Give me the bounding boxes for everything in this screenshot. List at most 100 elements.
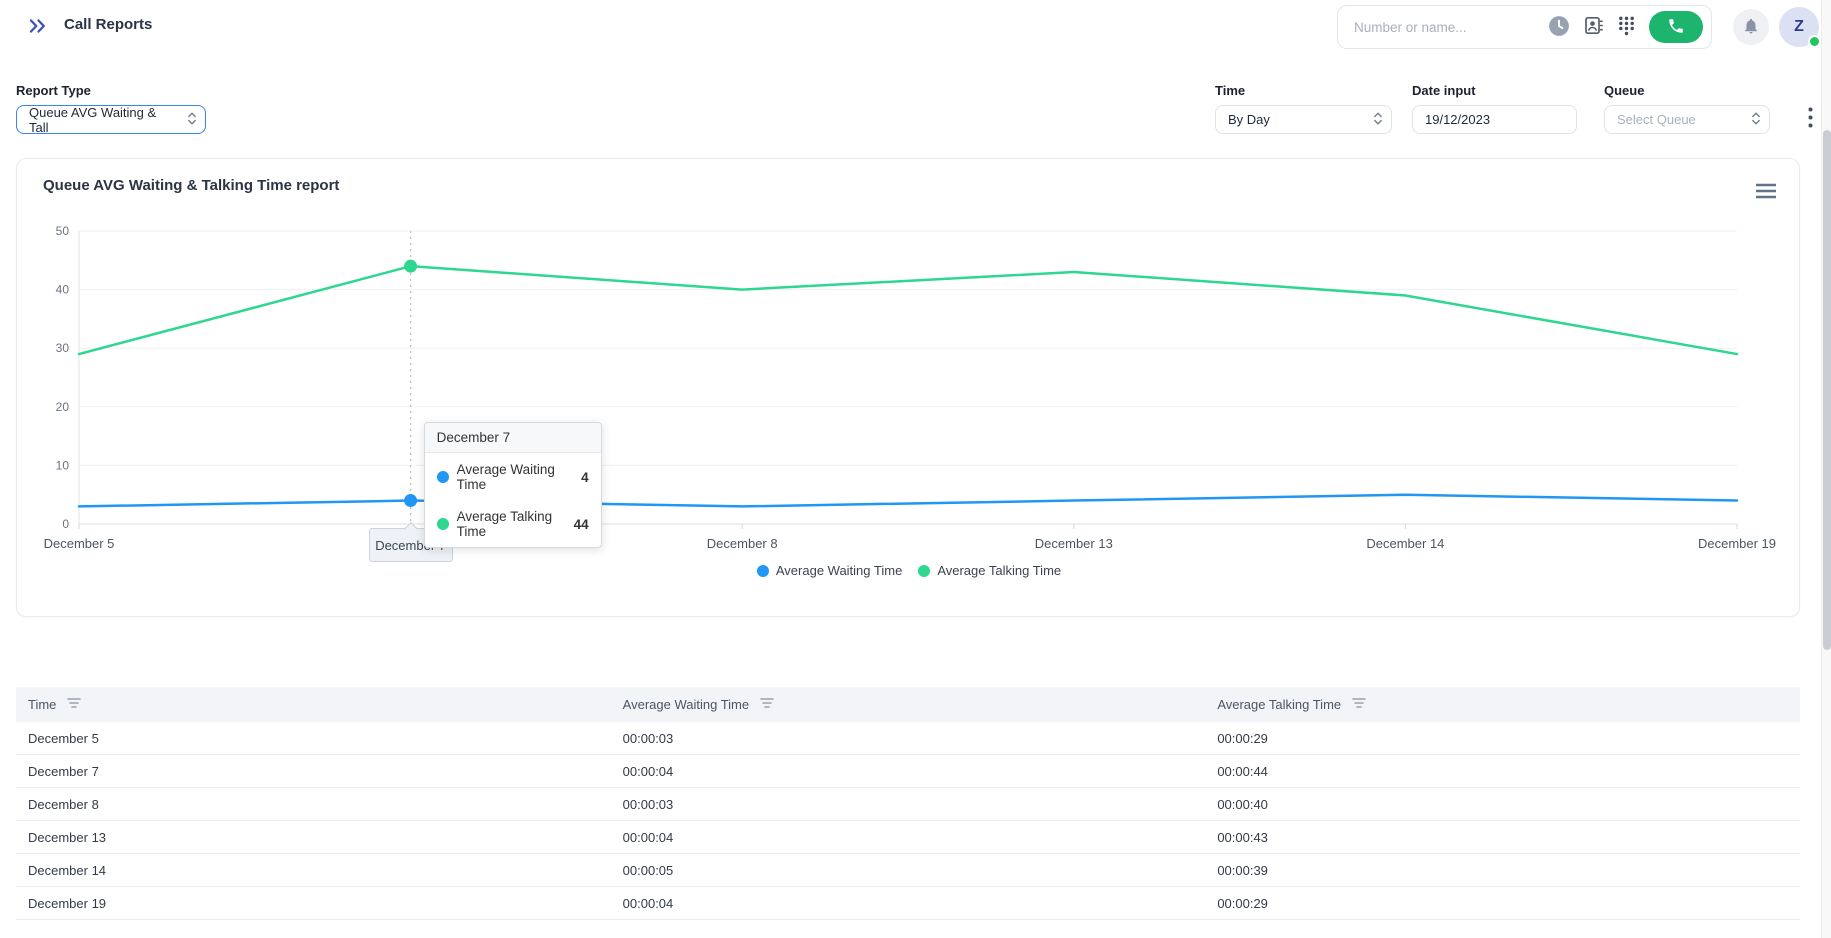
time-value: By Day (1228, 112, 1270, 127)
notifications-button[interactable] (1733, 9, 1769, 45)
table-cell: 00:00:39 (1217, 862, 1268, 878)
phone-icon (1667, 17, 1685, 38)
highlight-marker (404, 259, 418, 273)
tooltip-label: Average Talking Time (456, 509, 553, 539)
table-cell: 00:00:29 (1217, 895, 1268, 911)
kebab-icon (1808, 107, 1813, 131)
table-cell: December 5 (28, 730, 99, 746)
highlight-marker (404, 494, 418, 508)
avatar-initial: Z (1794, 18, 1804, 35)
chevrons-right-icon (28, 18, 47, 37)
table-cell: 00:00:03 (622, 796, 674, 812)
legend-item-average-waiting-time[interactable]: Average Waiting Time (756, 563, 903, 578)
scrollbar-thumb[interactable] (1823, 130, 1831, 650)
call-history-button[interactable] (1548, 15, 1570, 40)
filter-icon[interactable] (1352, 697, 1366, 712)
series-line-average-talking-time (77, 264, 1739, 356)
report-table: Time Average Waiting Time Average Talkin… (16, 687, 1800, 920)
line-chart: 0 10 20 30 40 50 December 5 December 8 December … (44, 224, 1776, 551)
y-axis-label: 30 (56, 341, 70, 355)
table-row: December 19 00:00:04 00:00:29 (16, 887, 1800, 920)
y-axis-label: 40 (56, 283, 70, 297)
report-type-select[interactable]: Queue AVG Waiting & Tall (16, 104, 206, 135)
dialer-search-input[interactable] (1354, 19, 1548, 35)
table-cell: 00:00:03 (622, 730, 674, 746)
column-label: Average Talking Time (1217, 697, 1342, 712)
column-header-time[interactable]: Time (16, 697, 611, 712)
tooltip-title: December 7 (424, 423, 601, 453)
tooltip-label: Average Waiting Time (456, 462, 555, 492)
filter-time: Time By Day (1215, 83, 1392, 134)
report-type-value: Queue AVG Waiting & Tall (29, 104, 157, 135)
vertical-scrollbar[interactable] (1821, 0, 1831, 938)
contacts-button[interactable] (1583, 15, 1604, 39)
table-cell: December 7 (28, 763, 99, 779)
chevron-updown-icon (1751, 110, 1761, 129)
y-axis-label: 20 (56, 400, 70, 414)
column-header-average-talking-time[interactable]: Average Talking Time (1205, 697, 1800, 712)
table-row: December 14 00:00:05 00:00:39 (16, 854, 1800, 887)
filter-queue: Queue Select Queue (1604, 83, 1770, 134)
series-line-average-waiting-time (77, 493, 1739, 508)
legend-label: Average Waiting Time (775, 563, 903, 578)
time-select[interactable]: By Day (1215, 105, 1392, 134)
y-axis-label: 0 (62, 517, 69, 531)
online-status-dot (1808, 35, 1821, 48)
date-input-label: Date input (1412, 83, 1476, 98)
bell-icon (1742, 17, 1760, 38)
hamburger-icon (1755, 183, 1777, 202)
table-header-row: Time Average Waiting Time Average Talkin… (16, 687, 1800, 722)
table-row: December 13 00:00:04 00:00:43 (16, 821, 1800, 854)
more-options-button[interactable] (1798, 104, 1822, 134)
table-cell: 00:00:40 (1217, 796, 1268, 812)
chart-card: Queue AVG Waiting & Talking Time report … (16, 158, 1800, 617)
queue-select[interactable]: Select Queue (1604, 105, 1770, 134)
chart-tooltip: December 7 Average Waiting Time 4 Averag… (423, 422, 602, 548)
tooltip-value: 44 (573, 516, 589, 532)
column-label: Average Waiting Time (622, 697, 750, 712)
table-cell: 00:00:04 (622, 829, 674, 845)
table-row: December 5 00:00:03 00:00:29 (16, 722, 1800, 755)
dialpad-icon (1617, 15, 1636, 39)
chart-title: Queue AVG Waiting & Talking Time report (43, 177, 340, 194)
chevron-updown-icon (187, 110, 197, 129)
filter-icon[interactable] (67, 697, 82, 712)
table-cell: 00:00:43 (1217, 829, 1268, 845)
chart-context-menu-button[interactable] (1753, 181, 1779, 203)
tooltip-value: 4 (581, 469, 589, 485)
filter-icon[interactable] (760, 697, 774, 712)
table-cell: 00:00:04 (622, 763, 674, 779)
legend-label: Average Talking Time (937, 563, 1062, 578)
contact-card-icon (1583, 15, 1604, 39)
table-cell: December 19 (28, 895, 107, 911)
tooltip-row: Average Talking Time 44 (425, 500, 601, 547)
chevron-updown-icon (1373, 110, 1383, 129)
y-axis-label: 10 (56, 458, 70, 472)
call-button[interactable] (1649, 11, 1703, 43)
x-axis-label: December 14 (1366, 536, 1444, 551)
green-dot-icon (918, 564, 931, 577)
table-row: December 7 00:00:04 00:00:44 (16, 755, 1800, 788)
legend-item-average-talking-time[interactable]: Average Talking Time (918, 563, 1061, 578)
filter-report-type: Report Type Queue AVG Waiting & Tall (16, 83, 206, 135)
x-axis-label: December 19 (1698, 536, 1776, 551)
clock-icon (1548, 15, 1570, 40)
x-axis-label: December 5 (44, 536, 115, 551)
chart-legend: Average Waiting Time Average Talking Tim… (17, 563, 1801, 578)
column-header-average-waiting-time[interactable]: Average Waiting Time (611, 697, 1206, 712)
column-label: Time (28, 697, 57, 712)
x-axis-label: December 13 (1035, 536, 1113, 551)
user-avatar[interactable]: Z (1779, 7, 1821, 48)
x-axis-label: December 8 (707, 536, 778, 551)
tooltip-row: Average Waiting Time 4 (425, 453, 601, 500)
report-type-label: Report Type (16, 83, 91, 98)
sidebar-expand-button[interactable] (24, 14, 50, 40)
dialpad-button[interactable] (1617, 15, 1636, 39)
date-input[interactable] (1412, 105, 1577, 134)
dialer-search-bar (1337, 5, 1712, 49)
table-cell: December 8 (28, 796, 99, 812)
filter-date: Date input (1412, 83, 1577, 134)
table-cell: December 14 (28, 862, 107, 878)
table-cell: December 13 (28, 829, 107, 845)
queue-placeholder: Select Queue (1617, 112, 1696, 127)
